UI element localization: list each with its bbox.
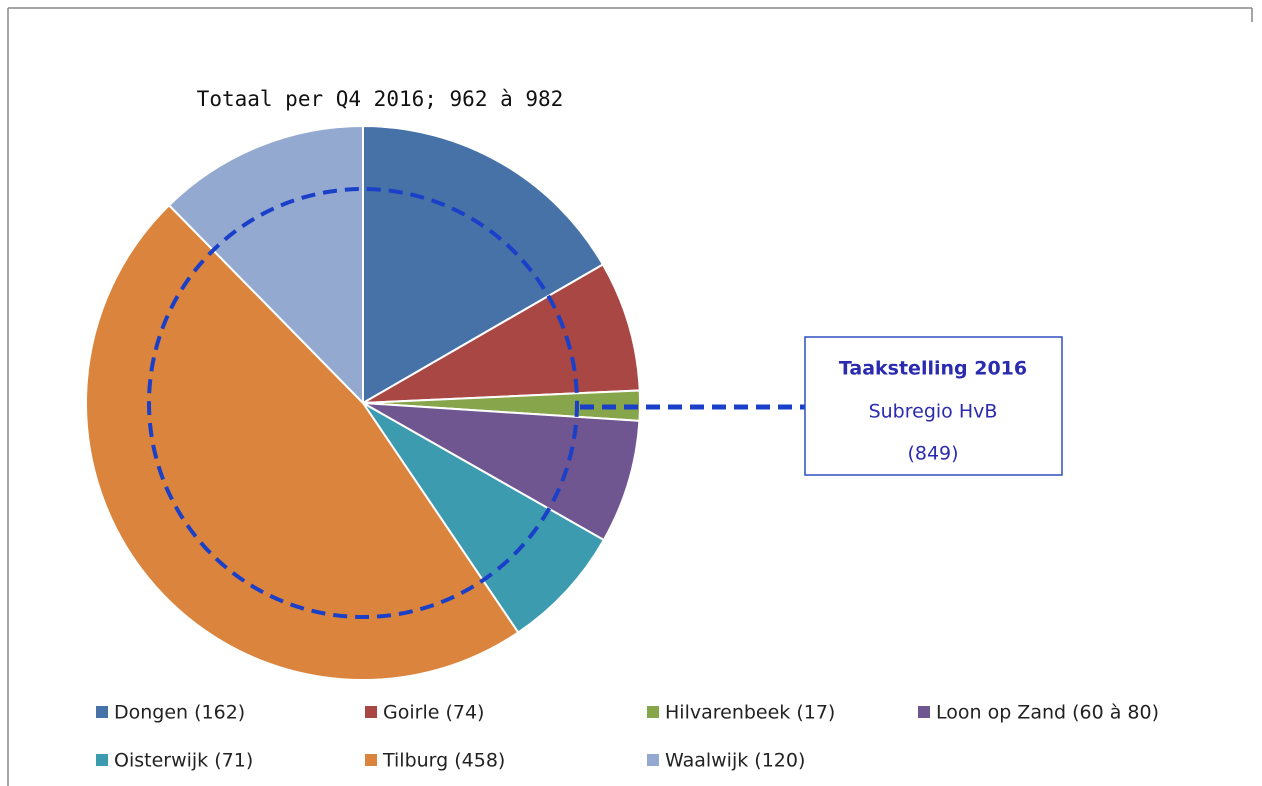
legend-label: Goirle (74) (383, 702, 484, 724)
legend-label: Hilvarenbeek (17) (665, 702, 835, 724)
annotation-title: Taakstelling 2016 (839, 358, 1027, 380)
pie-slice (362, 402, 641, 542)
legend-label: Oisterwijk (71) (114, 750, 253, 772)
legend-swatch (365, 706, 377, 718)
pie-slice (362, 402, 606, 634)
legend-swatch (365, 754, 377, 766)
chart-title: Totaal per Q4 2016; 962 à 982 (197, 87, 564, 111)
legend-label: Tilburg (458) (382, 750, 505, 772)
legend-label: Loon op Zand (60 à 80) (936, 702, 1159, 724)
annotation-line: Subregio HvB (869, 401, 998, 423)
legend-label: Dongen (162) (114, 702, 245, 724)
annotation-line: (849) (907, 443, 958, 465)
pie-slice (85, 203, 520, 681)
annotation-box (804, 336, 1063, 476)
legend-swatch (96, 754, 108, 766)
dashed-circle (147, 187, 579, 619)
pie (85, 124, 641, 681)
legend-swatch (96, 706, 108, 718)
pie-slice (362, 124, 605, 405)
legend-label: Waalwijk (120) (665, 750, 805, 772)
pie-slice (362, 263, 641, 404)
legend-swatch (647, 754, 659, 766)
legend-swatch (918, 706, 930, 718)
legend-swatch (647, 706, 659, 718)
